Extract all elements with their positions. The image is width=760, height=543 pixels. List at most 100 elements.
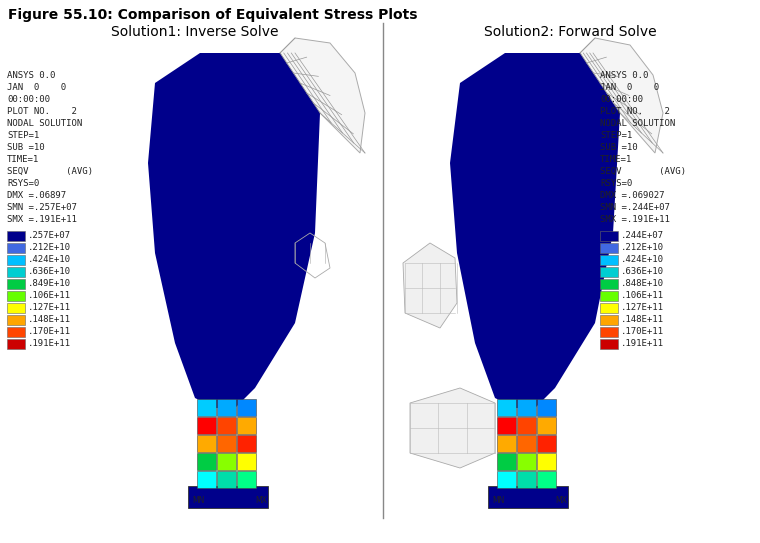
Bar	[7, 339, 25, 349]
Bar	[7, 267, 25, 277]
Text: .148E+11: .148E+11	[28, 315, 71, 325]
Text: STEP=1: STEP=1	[7, 131, 40, 140]
Bar	[600, 255, 618, 265]
Bar	[217, 471, 236, 488]
Text: .127E+11: .127E+11	[28, 304, 71, 313]
Text: RSYS=0: RSYS=0	[600, 179, 632, 188]
Bar	[197, 399, 216, 416]
Bar	[237, 399, 256, 416]
Bar	[197, 417, 216, 434]
Text: MN: MN	[492, 496, 505, 505]
Bar	[517, 399, 536, 416]
Text: PLOT NO.    2: PLOT NO. 2	[7, 107, 77, 116]
Text: .170E+11: .170E+11	[621, 327, 664, 337]
Text: .212E+10: .212E+10	[621, 243, 664, 252]
Bar	[517, 435, 536, 452]
Text: NODAL SOLUTION: NODAL SOLUTION	[7, 119, 82, 128]
Bar	[517, 453, 536, 470]
Bar	[237, 417, 256, 434]
Bar	[537, 435, 556, 452]
Polygon shape	[148, 53, 320, 408]
Polygon shape	[450, 53, 620, 408]
Text: .849E+10: .849E+10	[28, 280, 71, 288]
Bar	[497, 417, 516, 434]
Bar	[197, 435, 216, 452]
Bar	[7, 315, 25, 325]
Text: .257E+07: .257E+07	[28, 231, 71, 241]
Bar	[7, 303, 25, 313]
Text: ANSYS 0.0: ANSYS 0.0	[600, 71, 648, 80]
Polygon shape	[410, 388, 495, 468]
Bar	[7, 255, 25, 265]
Text: TIME=1: TIME=1	[7, 155, 40, 164]
Text: .127E+11: .127E+11	[621, 304, 664, 313]
Bar	[217, 417, 236, 434]
Bar	[600, 279, 618, 289]
Text: .848E+10: .848E+10	[621, 280, 664, 288]
Bar	[517, 417, 536, 434]
Text: .148E+11: .148E+11	[621, 315, 664, 325]
Bar	[600, 327, 618, 337]
Bar	[600, 339, 618, 349]
Text: SMN =.257E+07: SMN =.257E+07	[7, 203, 77, 212]
Bar	[7, 231, 25, 241]
Bar	[7, 291, 25, 301]
Bar	[7, 243, 25, 253]
Text: Solution2: Forward Solve: Solution2: Forward Solve	[483, 25, 657, 39]
Bar	[497, 471, 516, 488]
Bar	[537, 399, 556, 416]
Text: SMX =.191E+11: SMX =.191E+11	[7, 215, 77, 224]
Text: .636E+10: .636E+10	[28, 268, 71, 276]
Bar	[217, 435, 236, 452]
Polygon shape	[403, 243, 457, 328]
Text: .191E+11: .191E+11	[28, 339, 71, 349]
Text: NODAL SOLUTION: NODAL SOLUTION	[600, 119, 675, 128]
Polygon shape	[580, 38, 663, 153]
Bar	[600, 291, 618, 301]
Text: .424E+10: .424E+10	[28, 256, 71, 264]
Bar	[517, 471, 536, 488]
Text: ANSYS 0.0: ANSYS 0.0	[7, 71, 55, 80]
Text: .106E+11: .106E+11	[28, 292, 71, 300]
Text: .170E+11: .170E+11	[28, 327, 71, 337]
Bar	[237, 435, 256, 452]
Bar	[600, 231, 618, 241]
Text: JAN  0    0: JAN 0 0	[7, 83, 66, 92]
Bar	[600, 267, 618, 277]
Text: MX: MX	[555, 496, 567, 505]
Text: .244E+07: .244E+07	[621, 231, 664, 241]
Text: MN: MN	[192, 496, 204, 505]
Text: SUB =10: SUB =10	[600, 143, 638, 152]
Bar	[600, 315, 618, 325]
Text: JAN  0    0: JAN 0 0	[600, 83, 659, 92]
Bar	[7, 279, 25, 289]
Text: SMX =.191E+11: SMX =.191E+11	[600, 215, 670, 224]
Polygon shape	[280, 38, 365, 153]
Text: DMX =.06897: DMX =.06897	[7, 191, 66, 200]
Bar	[497, 435, 516, 452]
Bar	[237, 453, 256, 470]
Bar	[537, 471, 556, 488]
Text: .636E+10: .636E+10	[621, 268, 664, 276]
Text: .424E+10: .424E+10	[621, 256, 664, 264]
Text: .106E+11: .106E+11	[621, 292, 664, 300]
Bar	[237, 471, 256, 488]
Text: 00:00:00: 00:00:00	[600, 95, 643, 104]
Text: .191E+11: .191E+11	[621, 339, 664, 349]
Bar	[600, 303, 618, 313]
Text: SEQV       (AVG): SEQV (AVG)	[7, 167, 93, 176]
Bar	[497, 453, 516, 470]
Text: RSYS=0: RSYS=0	[7, 179, 40, 188]
Text: MX: MX	[255, 496, 267, 505]
Text: Figure 55.10: Comparison of Equivalent Stress Plots: Figure 55.10: Comparison of Equivalent S…	[8, 8, 417, 22]
Text: SEQV       (AVG): SEQV (AVG)	[600, 167, 686, 176]
Text: TIME=1: TIME=1	[600, 155, 632, 164]
Bar	[7, 327, 25, 337]
Text: DMX =.069027: DMX =.069027	[600, 191, 664, 200]
Text: SUB =10: SUB =10	[7, 143, 45, 152]
Text: STEP=1: STEP=1	[600, 131, 632, 140]
Bar	[217, 399, 236, 416]
Bar	[537, 453, 556, 470]
Text: 00:00:00: 00:00:00	[7, 95, 50, 104]
Bar	[600, 243, 618, 253]
